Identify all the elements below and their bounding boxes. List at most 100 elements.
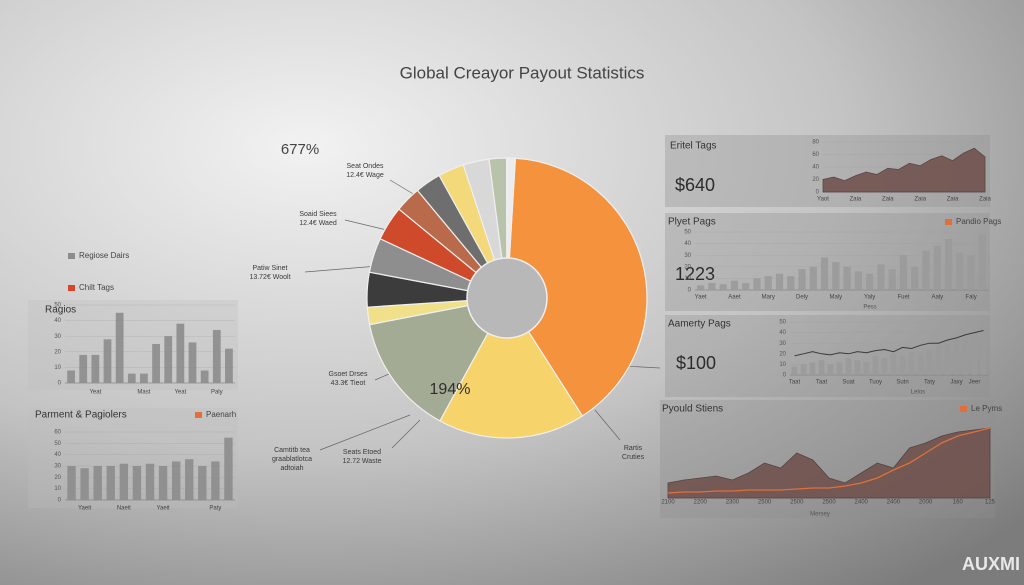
x-tick-label: Taat bbox=[789, 380, 801, 386]
leader-line bbox=[304, 265, 379, 273]
callout-text: 12.4€ Waed bbox=[299, 220, 337, 227]
watermark: AUXMI bbox=[962, 554, 1020, 574]
pie-slice bbox=[506, 157, 648, 417]
callout-text: 13.72€ Woolt bbox=[249, 274, 290, 281]
x-tick-label: Fuet bbox=[897, 295, 909, 301]
bar bbox=[67, 466, 76, 500]
callout-text: Gsoet Drses bbox=[329, 371, 368, 378]
x-tick-label: Taat bbox=[816, 380, 828, 386]
callout-text: adtoiah bbox=[281, 465, 304, 472]
bar bbox=[877, 264, 885, 290]
bar bbox=[899, 255, 908, 290]
bar bbox=[742, 283, 750, 290]
bar bbox=[922, 250, 930, 290]
x-tick-label: 2300 bbox=[726, 500, 740, 506]
bar bbox=[115, 312, 124, 383]
y-tick-label: 30 bbox=[684, 253, 691, 259]
bar bbox=[832, 262, 840, 290]
bar bbox=[764, 276, 772, 290]
y-tick-label: 40 bbox=[684, 241, 691, 247]
bar bbox=[944, 343, 951, 375]
chart-title: Pyould Stiens bbox=[662, 404, 723, 415]
y-tick-label: 10 bbox=[684, 276, 691, 282]
bar bbox=[79, 354, 88, 383]
bar bbox=[863, 362, 870, 375]
legend-swatch bbox=[195, 412, 202, 418]
y-tick-label: 50 bbox=[684, 230, 691, 236]
chart-title: Ragios bbox=[45, 305, 76, 316]
big-value: $100 bbox=[676, 353, 716, 373]
bar bbox=[854, 271, 863, 290]
x-tick-label: 2500 bbox=[758, 500, 772, 506]
y-tick-label: 40 bbox=[54, 452, 61, 458]
bar bbox=[188, 342, 197, 383]
bar bbox=[103, 339, 112, 383]
y-tick-label: 40 bbox=[54, 318, 61, 324]
bar bbox=[211, 461, 220, 500]
callout-text: Seats Etoed bbox=[343, 449, 381, 456]
legend-label: Regiose Dairs bbox=[79, 251, 129, 260]
x-tick-label: 2400 bbox=[887, 500, 901, 506]
bar bbox=[697, 285, 705, 290]
bar bbox=[908, 351, 915, 375]
bar bbox=[224, 437, 233, 500]
x-tick-label: Dely bbox=[796, 295, 808, 301]
y-tick-label: 0 bbox=[783, 373, 787, 379]
y-tick-label: 10 bbox=[54, 486, 61, 492]
y-tick-label: 20 bbox=[812, 177, 819, 183]
y-tick-label: 20 bbox=[54, 349, 61, 355]
legend-label: Pandio Pags bbox=[956, 217, 1001, 226]
x-tick-label: Yaot bbox=[817, 197, 829, 203]
x-tick-label: Mast bbox=[137, 390, 150, 396]
bar bbox=[962, 336, 969, 375]
x-tick-label: Sutn bbox=[896, 380, 908, 386]
x-tick-label: Faly bbox=[965, 295, 976, 301]
y-tick-label: 20 bbox=[54, 475, 61, 481]
center-label: 194% bbox=[430, 381, 471, 398]
y-tick-label: 60 bbox=[812, 152, 819, 158]
bar bbox=[200, 370, 209, 383]
annotation: 677% bbox=[281, 141, 319, 158]
x-tick-label: Zaia bbox=[947, 197, 959, 203]
bar bbox=[911, 266, 919, 290]
x-tick-label: Jaxy bbox=[950, 380, 962, 386]
y-tick-label: 0 bbox=[688, 288, 692, 294]
chart-title: Plyet Pags bbox=[668, 217, 716, 228]
y-tick-label: 30 bbox=[779, 341, 786, 347]
x-tick-label: Zaia bbox=[979, 197, 991, 203]
bar bbox=[881, 358, 888, 375]
chart-title: Eritel Tags bbox=[670, 141, 717, 152]
x-tick-label: Suat bbox=[842, 380, 855, 386]
bar bbox=[827, 364, 834, 375]
bar bbox=[787, 276, 795, 290]
x-tick-label: 2000 bbox=[919, 500, 933, 506]
x-axis-title: Lelos bbox=[911, 390, 925, 396]
x-tick-label: Zaia bbox=[850, 197, 862, 203]
x-tick-label: 125 bbox=[985, 500, 996, 506]
callout-text: Patiw Sinet bbox=[252, 265, 287, 272]
callout-text: graablatlotca bbox=[272, 456, 312, 463]
bar bbox=[171, 461, 181, 500]
leader-line bbox=[319, 414, 411, 451]
bar bbox=[978, 234, 986, 290]
leader-line bbox=[594, 409, 621, 441]
big-value: $640 bbox=[675, 175, 715, 195]
legend-swatch bbox=[68, 285, 75, 291]
bar bbox=[899, 355, 906, 375]
y-tick-label: 40 bbox=[779, 330, 786, 336]
y-tick-label: 50 bbox=[54, 303, 61, 309]
x-tick-label: Maly bbox=[830, 295, 843, 301]
x-tick-label: 2500 bbox=[822, 500, 836, 506]
legend-label: Chilt Tags bbox=[79, 283, 114, 292]
bar bbox=[854, 360, 861, 375]
bar bbox=[152, 344, 160, 383]
bar bbox=[91, 354, 100, 383]
bar bbox=[708, 283, 716, 290]
x-tick-label: 2400 bbox=[855, 500, 869, 506]
area-series bbox=[667, 427, 991, 499]
callout-text: Soaid Siees bbox=[299, 211, 337, 218]
bar bbox=[132, 466, 142, 500]
bar bbox=[935, 345, 942, 375]
bar bbox=[809, 362, 816, 375]
